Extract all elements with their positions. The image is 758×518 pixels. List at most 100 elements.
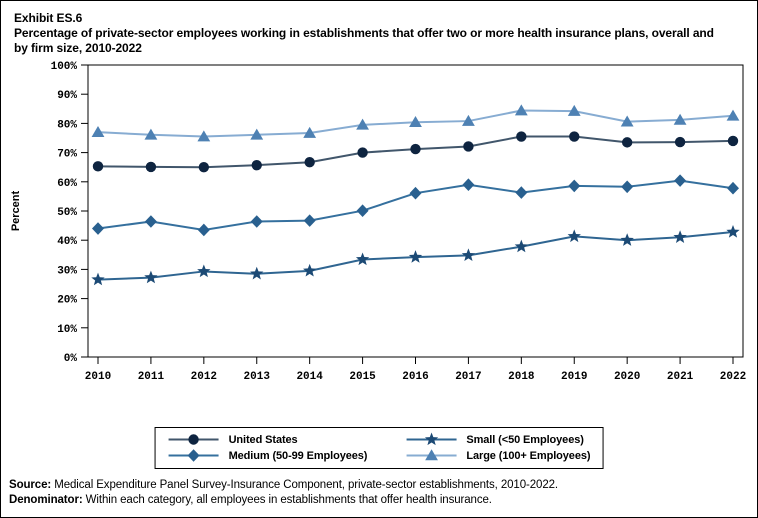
y-tick-label: 90% xyxy=(57,90,77,102)
diamond-marker xyxy=(409,186,422,200)
source-label: Source: xyxy=(9,479,52,491)
diamond-marker xyxy=(462,178,475,192)
triangle-marker xyxy=(514,104,528,116)
circle-marker xyxy=(198,162,210,173)
x-tick-label: 2011 xyxy=(138,371,165,383)
y-tick-label: 80% xyxy=(57,119,77,131)
star-marker xyxy=(197,264,211,278)
diamond-legend-symbol xyxy=(168,449,219,462)
circle-marker xyxy=(145,161,157,173)
denominator-text: Within each category, all employees in e… xyxy=(82,494,492,506)
x-tick-label: 2021 xyxy=(667,371,694,383)
legend-label: Large (100+ Employees) xyxy=(466,449,591,462)
y-tick-label: 100% xyxy=(51,61,78,73)
circle-legend-symbol xyxy=(168,434,219,445)
x-tick-label: 2013 xyxy=(244,371,271,383)
diamond-marker xyxy=(568,179,581,193)
star-legend-symbol xyxy=(406,432,457,446)
triangle-marker xyxy=(197,130,211,142)
x-axis: 2010 2011 2012 2013 2014 2015 2016 2017 2018 2019… xyxy=(85,357,746,383)
triangle-marker xyxy=(726,109,740,121)
series-small-50-employees xyxy=(91,225,740,286)
circle-marker xyxy=(357,147,368,158)
x-tick-label: 2014 xyxy=(296,371,323,383)
legend-label: Small (<50 Employees) xyxy=(466,433,584,446)
diamond-marker xyxy=(197,223,210,237)
star-marker xyxy=(620,233,634,246)
circle-marker xyxy=(674,136,686,148)
diamond-marker xyxy=(144,215,157,228)
legend-item-large-100-employees: Large (100+ Employees) xyxy=(405,448,591,463)
x-tick-label: 2022 xyxy=(720,371,746,383)
source-note: Source: Medical Expenditure Panel Survey… xyxy=(9,478,558,493)
diamond-marker xyxy=(187,449,200,462)
x-tick-label: 2017 xyxy=(455,371,481,383)
legend-label: United States xyxy=(228,433,298,446)
triangle-marker xyxy=(303,126,317,138)
y-tick-label: 20% xyxy=(57,295,77,307)
legend-label: Medium (50-99 Employees) xyxy=(228,449,368,462)
plot-frame xyxy=(87,64,744,358)
diamond-marker xyxy=(674,174,687,187)
legend-item-medium-50-99-employees: Medium (50-99 Employees) xyxy=(168,448,368,463)
circle-marker xyxy=(92,161,104,172)
circle-marker xyxy=(304,157,315,168)
line-chart: 0% 10% 20% 30% 40% 50% 60% 70% 80% 90% 100% Percent… xyxy=(10,61,746,383)
y-tick-label: 0% xyxy=(64,353,78,365)
circle-marker xyxy=(251,159,262,171)
y-tick-label: 60% xyxy=(57,178,77,190)
star-marker xyxy=(461,248,476,262)
circle-marker xyxy=(463,141,474,152)
series-medium-50-99-employees xyxy=(92,174,739,237)
y-axis: 0% 10% 20% 30% 40% 50% 60% 70% 80% 90% 100% Percent xyxy=(10,61,88,365)
circle-marker xyxy=(727,135,739,147)
diamond-marker xyxy=(303,214,316,227)
y-tick-label: 40% xyxy=(57,236,77,248)
chart-area: 0% 10% 20% 30% 40% 50% 60% 70% 80% 90% 100% Percent… xyxy=(3,57,755,398)
star-marker xyxy=(726,225,740,238)
x-tick-label: 2019 xyxy=(561,371,587,383)
triangle-marker xyxy=(356,118,369,130)
y-tick-label: 70% xyxy=(57,149,77,161)
star-marker xyxy=(673,230,687,243)
y-tick-label: 50% xyxy=(57,207,77,219)
circle-marker xyxy=(188,434,199,445)
triangle-marker xyxy=(424,449,438,461)
diamond-marker xyxy=(515,186,528,199)
triangle-marker xyxy=(673,113,687,125)
circle-marker xyxy=(621,137,633,148)
diamond-marker xyxy=(727,181,739,195)
star-marker xyxy=(567,229,581,243)
diamond-marker xyxy=(250,215,263,228)
triangle-marker xyxy=(567,104,581,116)
diamond-marker xyxy=(356,204,369,218)
legend-item-small-50-employees: Small (<50 Employees) xyxy=(405,432,590,447)
chart-legend: United States Small (<50 Employees) Medium… xyxy=(154,427,604,469)
x-tick-label: 2020 xyxy=(614,371,640,383)
circle-marker xyxy=(516,131,527,142)
y-axis-title: Percent xyxy=(10,190,22,231)
star-marker xyxy=(144,270,158,284)
triangle-marker xyxy=(250,128,264,140)
star-marker xyxy=(250,266,264,280)
exhibit-label: Exhibit ES.6 xyxy=(14,11,83,25)
source-text: Medical Expenditure Panel Survey-Insuran… xyxy=(51,479,559,491)
triangle-marker xyxy=(409,116,422,128)
x-tick-label: 2018 xyxy=(508,371,535,383)
legend-item-united-states: United States xyxy=(168,432,368,447)
x-tick-label: 2012 xyxy=(191,371,217,383)
star-marker xyxy=(424,432,439,446)
diamond-marker xyxy=(621,180,634,194)
series-united-states xyxy=(92,131,739,173)
star-marker xyxy=(408,250,423,263)
y-tick-label: 30% xyxy=(57,265,77,277)
triangle-marker xyxy=(620,115,634,127)
star-marker xyxy=(355,252,370,266)
circle-marker xyxy=(410,143,421,155)
triangle-legend-symbol xyxy=(406,449,457,461)
diamond-marker xyxy=(92,222,104,235)
denominator-label: Denominator: xyxy=(9,494,83,506)
x-tick-label: 2010 xyxy=(85,371,111,383)
triangle-marker xyxy=(144,128,158,140)
